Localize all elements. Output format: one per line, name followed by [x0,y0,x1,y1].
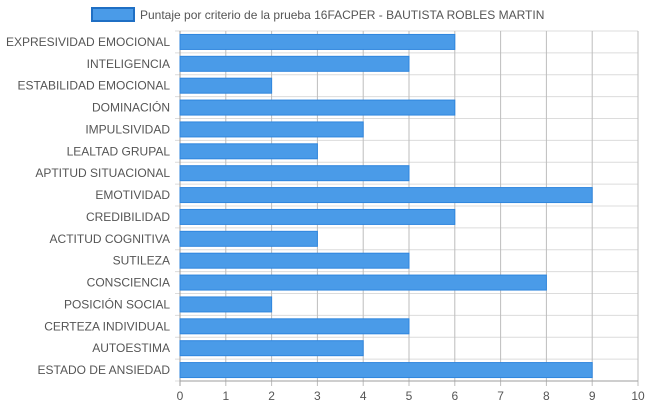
category-label: CERTEZA INDIVIDUAL [44,319,170,333]
x-tick-label: 6 [451,389,458,403]
category-label: CREDIBILIDAD [86,210,170,224]
category-label: APTITUD SITUACIONAL [35,166,170,180]
x-tick-label: 0 [177,389,184,403]
x-tick-label: 2 [268,389,275,403]
category-label: LEALTAD GRUPAL [67,144,171,158]
x-tick-label: 1 [222,389,229,403]
category-label: ACTITUD COGNITIVA [50,232,170,246]
bar[interactable] [179,187,593,204]
legend-swatch[interactable] [91,7,135,22]
category-label: EXPRESIVIDAD EMOCIONAL [6,35,170,49]
bar[interactable] [179,362,593,379]
bar[interactable] [179,33,456,50]
bars [179,33,593,379]
bar[interactable] [179,318,410,335]
legend-label[interactable]: Puntaje por criterio de la prueba 16FACP… [140,8,544,22]
bar[interactable] [179,230,318,247]
x-tick-label: 8 [543,389,550,403]
bar[interactable] [179,165,410,182]
bar[interactable] [179,208,456,225]
bar[interactable] [179,274,547,291]
category-label: ESTADO DE ANSIEDAD [38,363,171,377]
category-label: IMPULSIVIDAD [85,122,170,136]
bar[interactable] [179,99,456,116]
x-tick-label: 10 [631,389,645,403]
x-tick-label: 5 [406,389,413,403]
category-label: SUTILEZA [113,254,170,268]
bar[interactable] [179,121,364,138]
x-tick-label: 3 [314,389,321,403]
bar[interactable] [179,143,318,160]
category-label: CONSCIENCIA [87,276,170,290]
bar[interactable] [179,252,410,269]
category-label: INTELIGENCIA [87,57,170,71]
bar[interactable] [179,340,364,357]
category-label: EMOTIVIDAD [95,188,170,202]
bar[interactable] [179,296,273,313]
x-tick-label: 4 [360,389,367,403]
category-label: DOMINACIÓN [92,100,170,115]
category-labels: EXPRESIVIDAD EMOCIONAL INTELIGENCIA ESTABI… [6,35,170,377]
x-tick-labels: 0 1 2 3 4 5 6 7 8 9 10 [177,389,645,403]
category-label: AUTOESTIMA [92,341,170,355]
x-tick-label: 7 [497,389,504,403]
category-label: POSICIÓN SOCIAL [64,296,170,311]
bar[interactable] [179,55,410,72]
legend[interactable]: Puntaje por criterio de la prueba 16FACP… [91,7,544,22]
x-tick-label: 9 [589,389,596,403]
bar[interactable] [179,77,273,94]
category-label: ESTABILIDAD EMOCIONAL [18,79,171,93]
